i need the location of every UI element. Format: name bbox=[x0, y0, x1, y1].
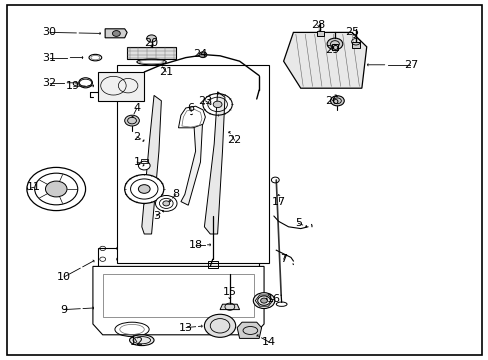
Polygon shape bbox=[237, 322, 261, 338]
Circle shape bbox=[213, 101, 222, 108]
Polygon shape bbox=[105, 29, 127, 38]
Text: 15: 15 bbox=[223, 287, 236, 297]
Circle shape bbox=[260, 298, 267, 303]
Text: 19: 19 bbox=[66, 81, 80, 91]
Bar bbox=[351, 42, 359, 48]
Circle shape bbox=[253, 293, 274, 309]
Text: 14: 14 bbox=[262, 337, 275, 347]
Text: 1: 1 bbox=[133, 157, 140, 167]
Text: 9: 9 bbox=[60, 305, 67, 315]
Bar bbox=[98, 248, 259, 270]
Text: 16: 16 bbox=[266, 294, 280, 304]
Text: 6: 6 bbox=[187, 103, 194, 113]
Text: 17: 17 bbox=[271, 197, 285, 207]
Circle shape bbox=[124, 115, 139, 126]
Text: 24: 24 bbox=[193, 49, 207, 59]
Circle shape bbox=[330, 96, 344, 106]
Circle shape bbox=[124, 175, 163, 203]
Text: 29: 29 bbox=[325, 45, 339, 55]
Circle shape bbox=[155, 195, 177, 211]
Text: 26: 26 bbox=[325, 96, 339, 106]
Polygon shape bbox=[220, 304, 239, 310]
Circle shape bbox=[45, 181, 67, 197]
Text: 20: 20 bbox=[144, 38, 158, 48]
Text: 10: 10 bbox=[57, 272, 70, 282]
Polygon shape bbox=[181, 108, 203, 205]
Text: 28: 28 bbox=[310, 20, 325, 30]
Text: 25: 25 bbox=[345, 27, 358, 37]
Circle shape bbox=[163, 201, 169, 206]
Circle shape bbox=[146, 35, 156, 42]
Polygon shape bbox=[142, 95, 161, 234]
Circle shape bbox=[199, 52, 206, 58]
Text: 2: 2 bbox=[133, 132, 140, 142]
Bar bbox=[102, 274, 254, 317]
Polygon shape bbox=[283, 32, 366, 88]
Text: 13: 13 bbox=[179, 323, 192, 333]
Text: 18: 18 bbox=[188, 240, 202, 250]
Ellipse shape bbox=[129, 335, 154, 346]
Polygon shape bbox=[127, 47, 176, 59]
Text: 30: 30 bbox=[42, 27, 56, 37]
Circle shape bbox=[138, 185, 150, 193]
Bar bbox=[331, 44, 338, 50]
Text: 7: 7 bbox=[280, 254, 286, 264]
Circle shape bbox=[326, 38, 342, 50]
Bar bbox=[316, 31, 323, 36]
Polygon shape bbox=[93, 266, 264, 335]
Text: 12: 12 bbox=[130, 337, 143, 347]
Text: 3: 3 bbox=[153, 211, 160, 221]
Text: 32: 32 bbox=[42, 78, 56, 88]
Text: 31: 31 bbox=[42, 53, 56, 63]
Text: 11: 11 bbox=[27, 182, 41, 192]
Text: 21: 21 bbox=[159, 67, 173, 77]
Text: 5: 5 bbox=[294, 218, 301, 228]
Polygon shape bbox=[178, 106, 205, 128]
Polygon shape bbox=[117, 65, 268, 263]
Circle shape bbox=[27, 167, 85, 211]
Circle shape bbox=[204, 314, 235, 337]
Text: 4: 4 bbox=[133, 103, 140, 113]
Text: 27: 27 bbox=[403, 60, 417, 70]
Polygon shape bbox=[204, 92, 224, 234]
Text: 8: 8 bbox=[172, 189, 179, 199]
Polygon shape bbox=[98, 72, 144, 101]
Text: 22: 22 bbox=[227, 135, 242, 145]
Text: 23: 23 bbox=[198, 96, 212, 106]
Circle shape bbox=[138, 161, 150, 170]
Circle shape bbox=[112, 31, 120, 36]
